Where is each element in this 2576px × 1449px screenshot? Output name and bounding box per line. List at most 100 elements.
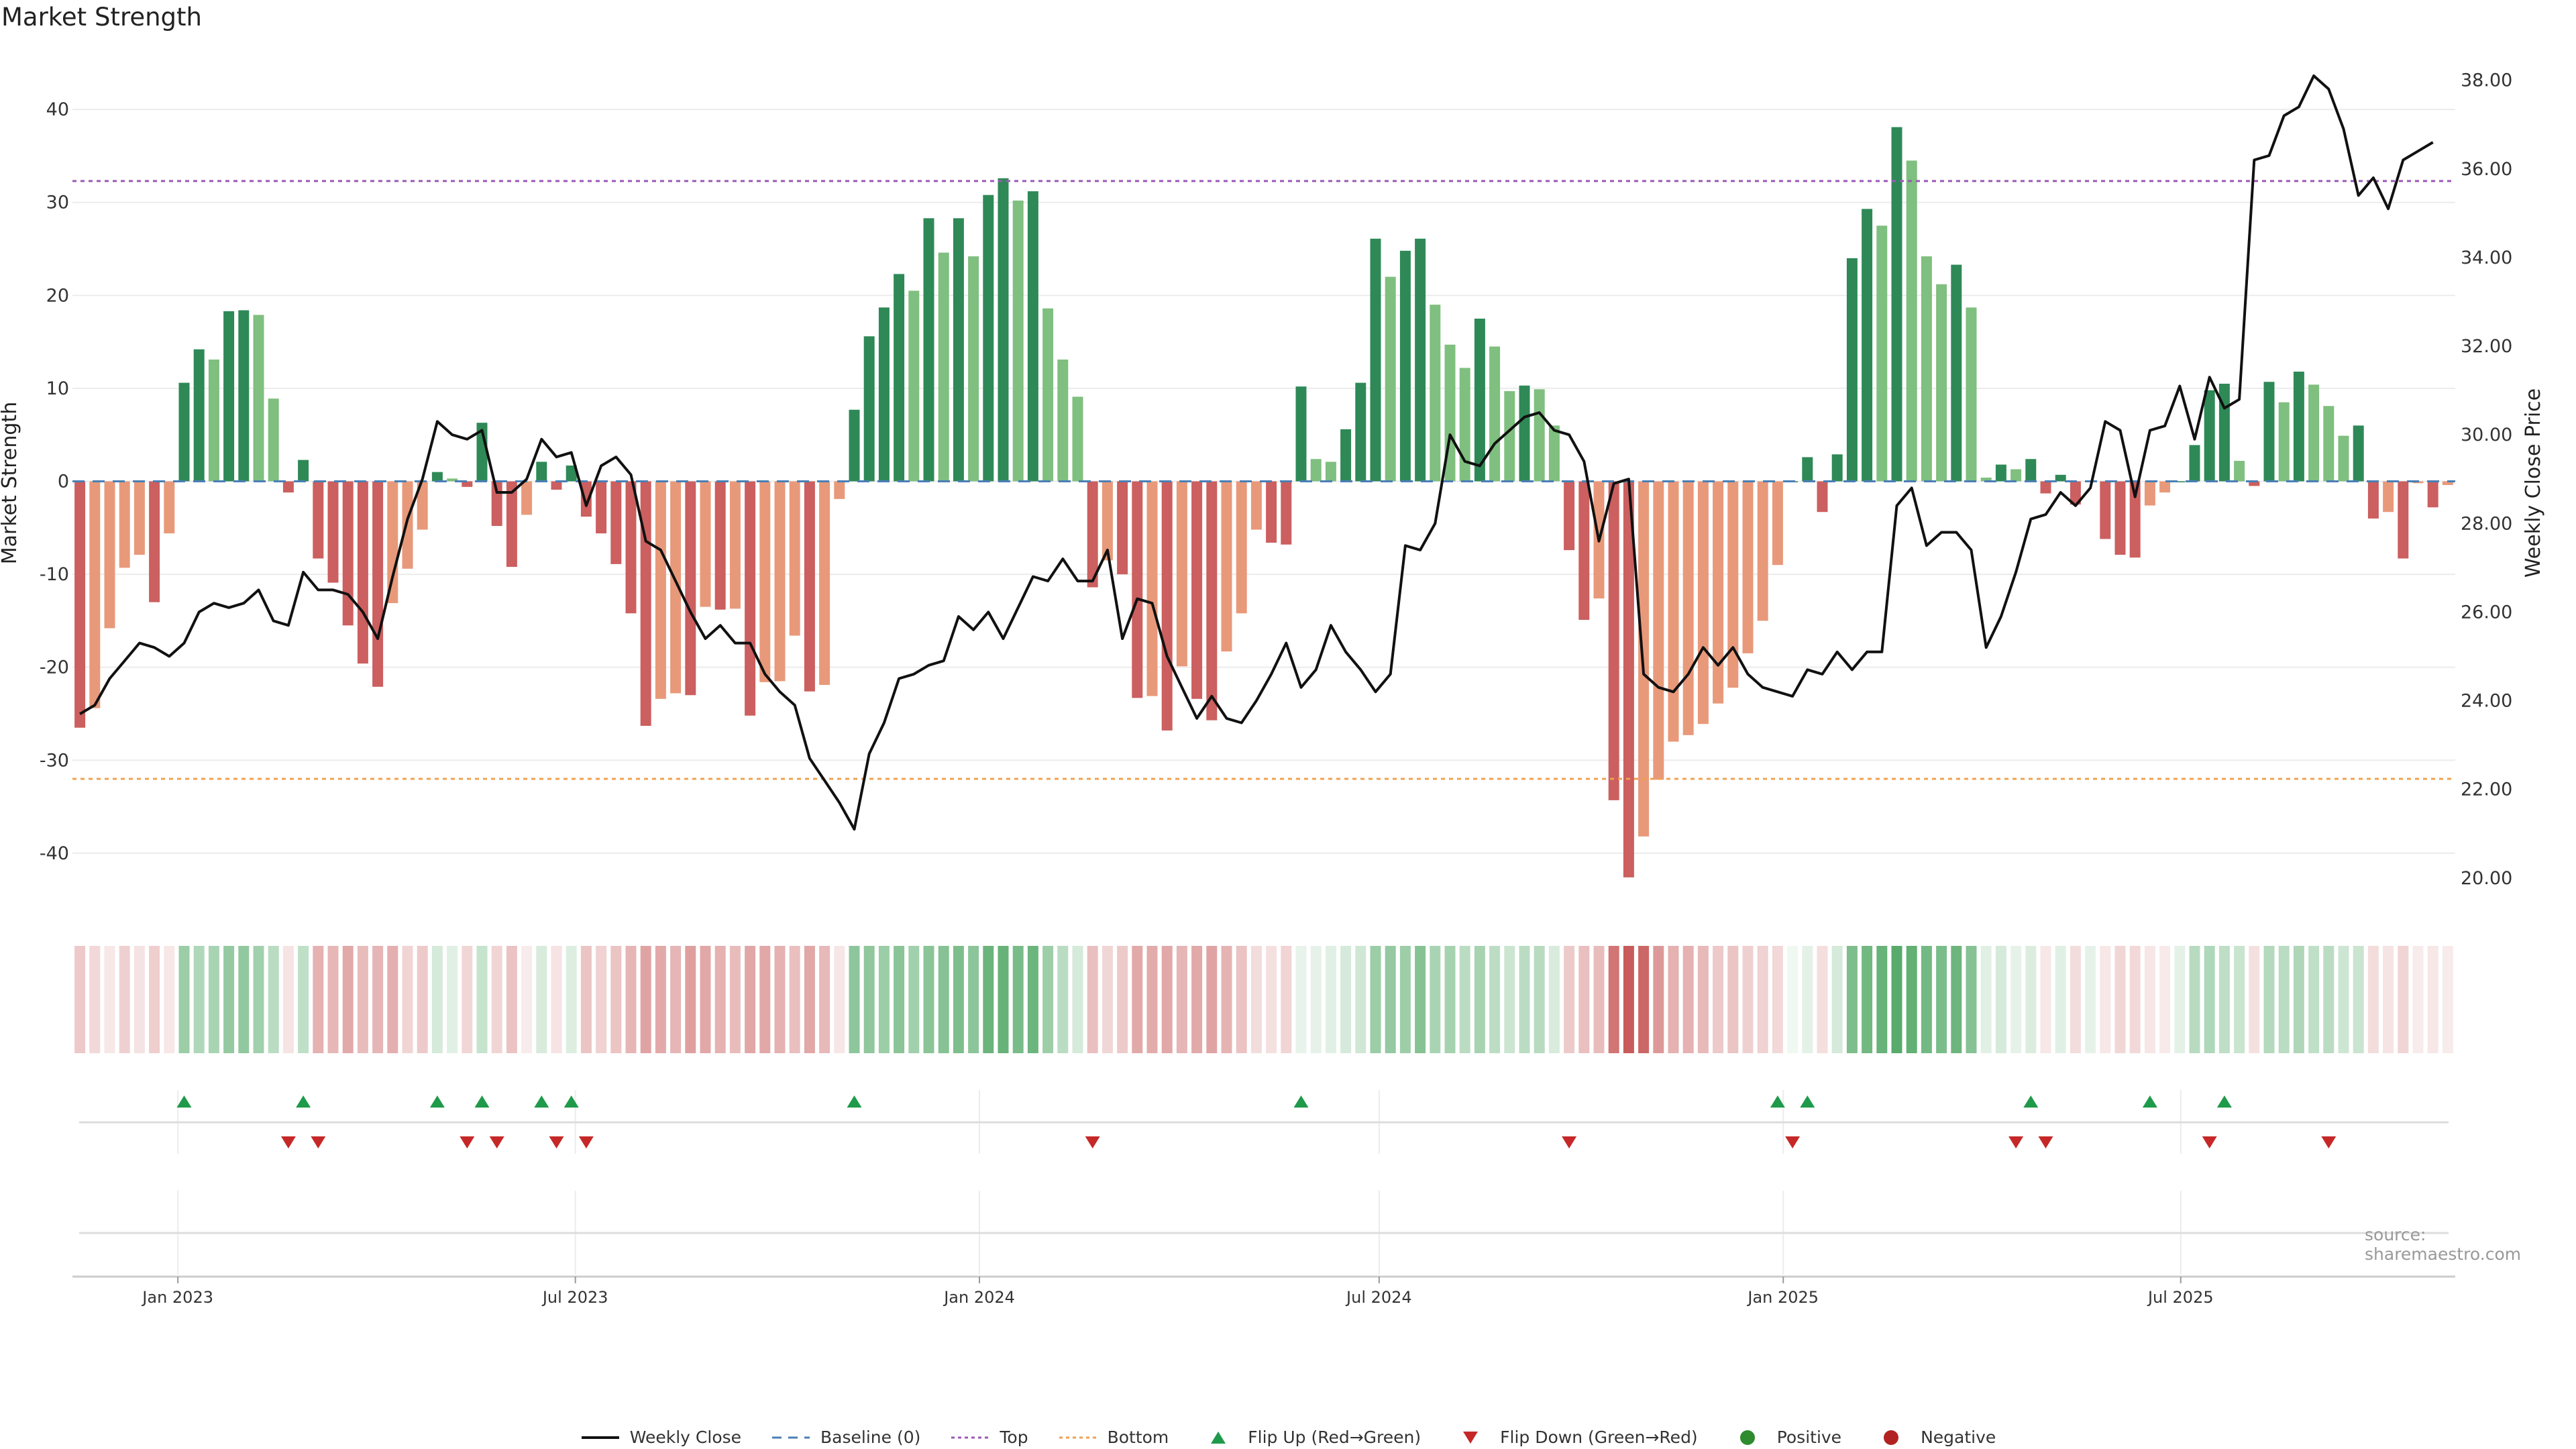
strength-bar <box>133 481 145 555</box>
gradient-cell <box>2263 946 2275 1053</box>
gradient-cell <box>1430 946 1441 1053</box>
gradient-cell <box>729 946 741 1053</box>
strength-bar <box>685 481 696 696</box>
gradient-cell <box>640 946 651 1053</box>
strength-bar <box>1966 307 1977 482</box>
strength-bar <box>2367 481 2379 519</box>
strength-bar <box>759 481 771 682</box>
strength-bar <box>253 315 264 482</box>
strength-bar <box>1266 481 1277 543</box>
x-tick-label: Jan 2023 <box>141 1288 213 1307</box>
strength-bar <box>908 290 920 482</box>
strength-bar <box>1057 359 1069 482</box>
legend-symbol <box>1739 1430 1755 1445</box>
strength-bar <box>804 481 815 692</box>
gradient-cell <box>1921 946 1932 1053</box>
gradient-cell <box>1221 946 1232 1053</box>
gradient-cell <box>1415 946 1426 1053</box>
gradient-cell <box>1548 946 1560 1053</box>
flip-down-marker <box>280 1136 296 1148</box>
strength-bar <box>417 481 428 530</box>
strength-bar <box>2442 481 2453 486</box>
strength-bar <box>1325 462 1336 482</box>
gradient-cell <box>1161 946 1173 1053</box>
flip-up-marker <box>429 1095 445 1108</box>
strength-bar <box>1102 481 1113 561</box>
legend-symbol <box>1059 1436 1097 1438</box>
gradient-cell <box>1995 946 2006 1053</box>
gradient-cell <box>551 946 562 1053</box>
gradient-cell <box>1444 946 1456 1053</box>
strength-bar <box>238 310 250 482</box>
legend-symbol <box>581 1436 619 1439</box>
y2-tick-label: 24.00 <box>2461 691 2512 712</box>
legend-label: Top <box>1000 1428 1028 1447</box>
gradient-cell <box>2010 946 2022 1053</box>
strength-bar <box>1757 481 1768 621</box>
strength-bar <box>372 481 384 687</box>
gradient-cell <box>2338 946 2349 1053</box>
strength-bar <box>1548 425 1560 482</box>
strength-bar <box>1250 481 1262 530</box>
strength-bar <box>342 481 354 626</box>
flip-down-marker <box>578 1136 594 1148</box>
gradient-cell <box>462 946 473 1053</box>
gradient-cell <box>357 946 368 1053</box>
strength-bar <box>1012 200 1024 482</box>
gradient-cell <box>789 946 800 1053</box>
strength-bar <box>447 478 458 482</box>
strength-bar <box>2308 384 2320 482</box>
flip-down-marker <box>2202 1136 2217 1148</box>
gradient-cell <box>1250 946 1262 1053</box>
y-tick-label: 20 <box>46 285 69 306</box>
gradient-cell <box>1862 946 1873 1053</box>
strength-bar <box>1370 238 1381 482</box>
gradient-cell <box>1936 946 1947 1053</box>
gradient-cell <box>476 946 488 1053</box>
legend-label: Bottom <box>1107 1428 1169 1447</box>
strength-bar <box>327 481 339 583</box>
strength-bar <box>1564 481 1575 551</box>
y2-tick-label: 20.00 <box>2461 868 2512 889</box>
strength-bar <box>1117 481 1128 575</box>
gradient-cell <box>208 946 219 1053</box>
strength-bar <box>1995 464 2006 482</box>
gradient-cell <box>863 946 875 1053</box>
strength-bar <box>878 307 890 482</box>
legend-symbol <box>951 1436 989 1438</box>
strength-bar <box>700 481 711 607</box>
gradient-cell <box>1399 946 1411 1053</box>
gradient-cell <box>342 946 354 1053</box>
legend-item: Positive <box>1727 1428 1841 1447</box>
y2-tick-label: 38.00 <box>2461 70 2512 91</box>
strength-bar <box>2204 390 2215 482</box>
y2-tick-label: 28.00 <box>2461 513 2512 534</box>
legend: Weekly Close Baseline (0) Top Bottom Flip Up… <box>0 1428 2576 1447</box>
gradient-cell <box>1146 946 1158 1053</box>
strength-bar <box>1221 481 1232 652</box>
flip-down-marker <box>2008 1136 2024 1148</box>
strength-bar <box>1713 481 1724 704</box>
strength-bar <box>1668 481 1679 742</box>
strength-bar <box>2293 371 2304 482</box>
y2-tick-label: 32.00 <box>2461 336 2512 357</box>
strength-bar <box>1146 481 1158 696</box>
legend-label: Flip Down (Green→Red) <box>1500 1428 1698 1447</box>
gradient-cell <box>2174 946 2186 1053</box>
gradient-cell <box>1355 946 1366 1053</box>
gradient-cell <box>1087 946 1098 1053</box>
strength-bar <box>2234 461 2245 482</box>
strength-bar <box>551 481 562 490</box>
legend-item: Flip Down (Green→Red) <box>1450 1428 1698 1447</box>
strength-bar <box>1132 481 1143 698</box>
gradient-cell <box>2278 946 2290 1053</box>
gradient-cell <box>2040 946 2051 1053</box>
strength-bar <box>1831 454 1843 482</box>
strength-bar <box>1415 238 1426 482</box>
gradient-cell <box>2218 946 2230 1053</box>
strength-bar <box>2249 481 2260 486</box>
strength-bar <box>1281 481 1292 545</box>
flip-up-marker <box>534 1095 549 1108</box>
gradient-cell <box>491 946 502 1053</box>
gradient-cell <box>983 946 994 1053</box>
